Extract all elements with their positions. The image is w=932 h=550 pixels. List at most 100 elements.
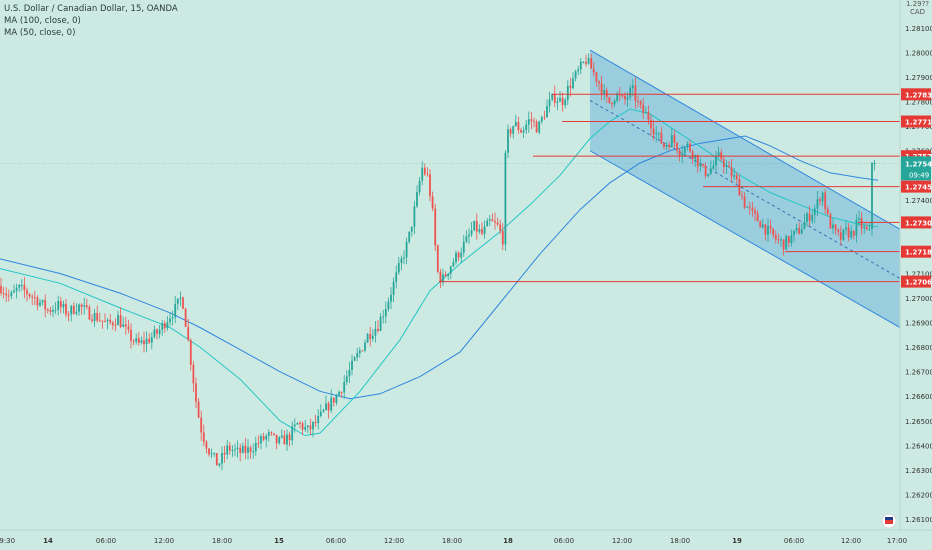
- candle-body: [166, 322, 169, 329]
- countdown-label: 09:49: [909, 171, 929, 179]
- candle-body: [803, 221, 806, 230]
- y-tick-label: 1.27000: [905, 295, 932, 303]
- candle-body: [499, 224, 502, 231]
- candle-body: [522, 130, 525, 133]
- candle-body: [358, 350, 361, 354]
- candle-body: [377, 328, 379, 331]
- candle-body: [665, 145, 668, 147]
- candle-body: [356, 353, 359, 358]
- ma50-legend[interactable]: MA (50, close, 0): [4, 28, 76, 38]
- candle-body: [819, 199, 821, 202]
- candle-body: [145, 338, 148, 344]
- candle-body: [561, 97, 564, 106]
- candle-body: [475, 221, 478, 232]
- candle-body: [67, 314, 70, 316]
- candle-body: [715, 156, 717, 166]
- candle-body: [683, 147, 686, 154]
- candle-body: [403, 257, 405, 259]
- candle-body: [283, 435, 286, 445]
- candles: [0, 53, 876, 471]
- candle-body: [249, 447, 252, 452]
- regression-channel[interactable]: [589, 49, 901, 328]
- candle-body: [46, 309, 49, 311]
- candle-body: [873, 163, 876, 164]
- channel-lower-line: [589, 150, 901, 328]
- candle-body: [785, 236, 788, 250]
- candle-body: [239, 447, 242, 453]
- time-axis[interactable]: 19:30 14 06:00 12:00 18:00 15 06:00 12:00 18:00 1…: [0, 537, 907, 545]
- candle-body: [850, 230, 853, 238]
- x-tick-label: 06:00: [784, 537, 804, 545]
- candle-body: [319, 411, 322, 416]
- candle-body: [228, 445, 231, 451]
- candle-body: [865, 226, 868, 230]
- candle-body: [566, 85, 569, 100]
- level-price-label: 1.27308: [905, 219, 932, 227]
- candle-body: [535, 121, 538, 133]
- candle-body: [379, 316, 382, 331]
- candle-body: [236, 447, 239, 450]
- ma100-legend[interactable]: MA (100, close, 0): [4, 16, 81, 26]
- horizontal-levels[interactable]: [0, 93, 900, 283]
- candle-body: [7, 295, 10, 297]
- candle-body: [595, 72, 598, 82]
- candle-body: [626, 97, 629, 100]
- candle-body: [2, 293, 5, 295]
- candle-body: [423, 167, 426, 174]
- level-price-tag: [901, 245, 931, 258]
- candle-body: [642, 104, 645, 113]
- candle-body: [96, 313, 99, 321]
- candle-body: [158, 329, 161, 334]
- candle-body: [712, 165, 715, 169]
- candle-body: [309, 425, 312, 430]
- candle-body: [15, 287, 18, 291]
- candle-body: [452, 262, 455, 267]
- level-price-label: 1.27719: [905, 119, 932, 127]
- candle-body: [728, 165, 730, 168]
- candle-body: [130, 329, 132, 341]
- candle-body: [369, 333, 372, 339]
- candle-body: [392, 281, 395, 295]
- candle-body: [761, 224, 764, 228]
- x-tick-label: 14: [43, 537, 53, 545]
- candle-body: [754, 210, 756, 214]
- candle-body: [582, 61, 585, 63]
- candle-body: [330, 397, 333, 411]
- candle-body: [488, 219, 491, 221]
- candle-body: [270, 432, 273, 434]
- candle-body: [824, 192, 827, 209]
- candle-body: [153, 329, 156, 337]
- candle-body: [860, 218, 863, 229]
- candle-body: [605, 90, 608, 97]
- candle-body: [244, 445, 247, 453]
- candle-body: [811, 214, 814, 221]
- candle-body: [702, 164, 704, 166]
- candle-body: [137, 338, 140, 343]
- candle-body: [314, 422, 317, 424]
- candle-body: [312, 422, 314, 430]
- channel-upper-line: [589, 49, 901, 230]
- candle-body: [275, 434, 278, 444]
- candle-body: [340, 392, 343, 394]
- candle-body: [494, 221, 496, 223]
- candle-body: [741, 195, 743, 197]
- candle-body: [587, 58, 590, 64]
- candle-body: [543, 117, 546, 119]
- candle-body: [343, 382, 346, 393]
- level-price-tag: [901, 216, 931, 229]
- candle-body: [280, 435, 283, 438]
- candle-body: [696, 155, 699, 167]
- candle-body: [478, 229, 481, 232]
- candle-body: [483, 226, 486, 234]
- candle-body: [348, 370, 351, 377]
- candle-body: [855, 219, 858, 236]
- price-markers: 1.278301.277191.275781.274541.273081.271…: [901, 88, 932, 288]
- symbol-title[interactable]: U.S. Dollar / Canadian Dollar, 15, OANDA: [4, 4, 178, 14]
- logo-icon[interactable]: [881, 513, 897, 529]
- candle-body: [816, 199, 819, 209]
- candle-body: [254, 442, 257, 452]
- candle-body: [213, 453, 216, 455]
- y-tick-label: 1.27900: [905, 74, 932, 82]
- candle-body: [444, 274, 447, 277]
